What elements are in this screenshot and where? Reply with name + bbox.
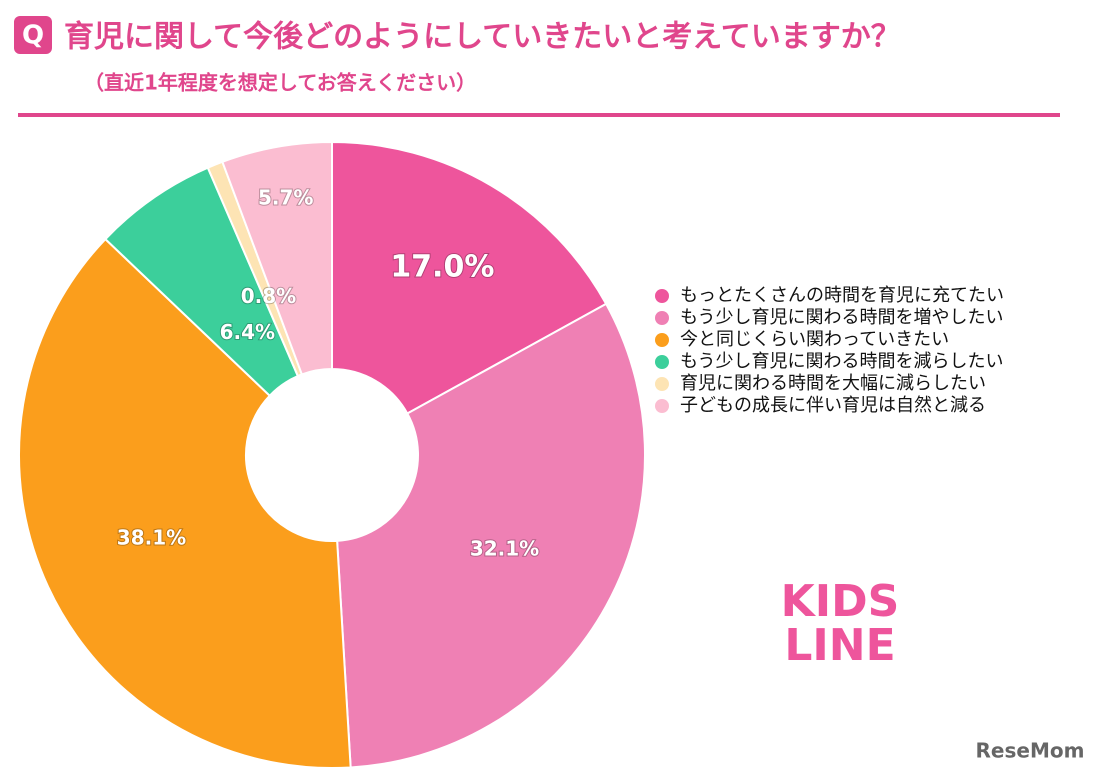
slice bbox=[221, 140, 333, 376]
value-label: 5.7% bbox=[258, 186, 313, 210]
legend-label: もう少し育児に関わる時間を減らしたい bbox=[680, 351, 1003, 372]
chart-title: 育児に関して今後どのようにしていきたいと考えていますか？ bbox=[64, 20, 901, 55]
title-rule bbox=[18, 113, 1060, 117]
value-label: 38.1% bbox=[117, 525, 186, 549]
logo-line: KIDS bbox=[781, 576, 900, 627]
value-label: 6.4% bbox=[220, 320, 275, 344]
chart-subtitle: （直近1年程度を想定してお答えください） bbox=[84, 71, 476, 95]
badge: Q bbox=[22, 21, 44, 51]
legend-marker bbox=[655, 289, 669, 303]
badge-box bbox=[14, 16, 52, 54]
legend-label: もう少し育児に関わる時間を増やしたい bbox=[680, 307, 1003, 328]
value-label: 17.0% bbox=[390, 250, 494, 285]
legend-label: もっとたくさんの時間を育児に充てたい bbox=[680, 285, 1004, 306]
legend-label: 育児に関わる時間を大幅に減らしたい bbox=[680, 373, 986, 394]
legend-marker bbox=[655, 399, 669, 413]
legend-marker bbox=[655, 355, 669, 369]
legend-marker bbox=[655, 333, 669, 347]
slice bbox=[331, 140, 608, 415]
slice bbox=[18, 237, 352, 769]
legend-label: 今と同じくらい関わっていきたい bbox=[680, 329, 949, 350]
watermark: ReseMom bbox=[976, 739, 1085, 763]
slice bbox=[336, 302, 646, 769]
legend-label: 子どもの成長に伴い育児は自然と減る bbox=[680, 395, 986, 416]
legend-marker bbox=[655, 377, 669, 391]
value-label: 0.8% bbox=[241, 284, 296, 308]
logo-line: LINE bbox=[784, 620, 895, 671]
value-label: 32.1% bbox=[470, 537, 539, 561]
legend-marker bbox=[655, 311, 669, 325]
